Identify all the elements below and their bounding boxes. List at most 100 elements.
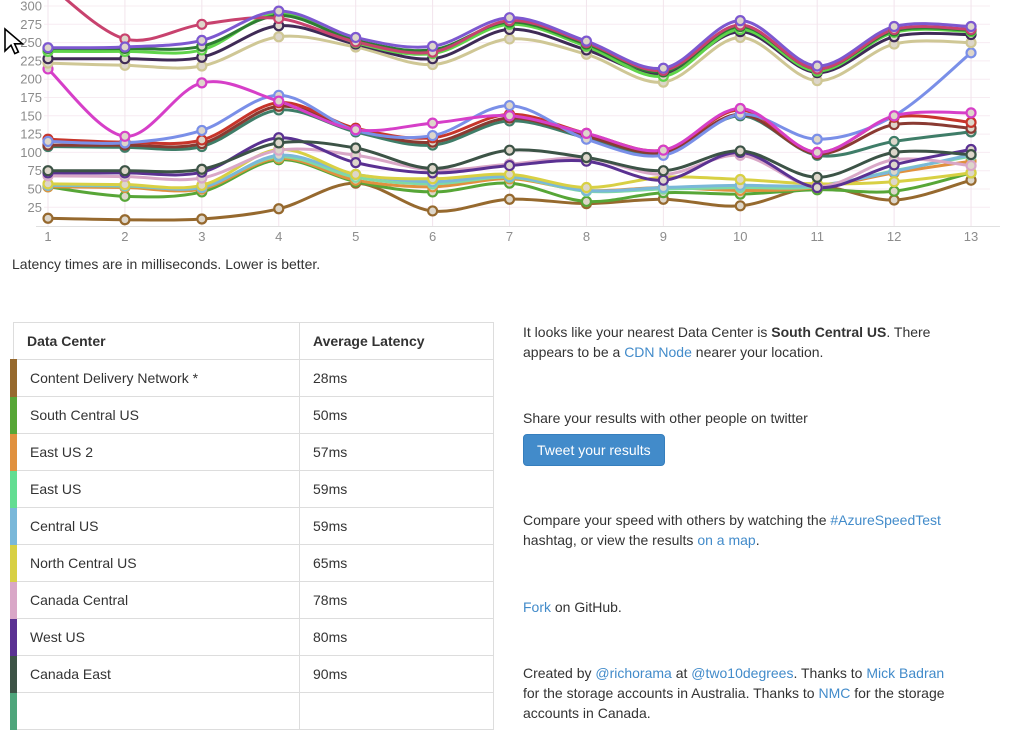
x-axis-tick-label: 7 bbox=[506, 229, 513, 244]
data-point bbox=[351, 144, 360, 153]
y-axis-tick-label: 275 bbox=[20, 17, 42, 32]
table-row: Content Delivery Network *28ms bbox=[14, 360, 494, 397]
nearest-datacenter-text: It looks like your nearest Data Center i… bbox=[523, 322, 953, 362]
button-row: Tweet your results bbox=[523, 434, 953, 466]
data-point bbox=[813, 135, 822, 144]
text-segment: . Thanks to bbox=[793, 665, 866, 681]
data-point bbox=[44, 166, 53, 175]
data-point bbox=[44, 43, 53, 52]
text-segment: . bbox=[756, 532, 760, 548]
mick-badran-link[interactable]: Mick Badran bbox=[866, 665, 944, 681]
x-axis-tick-label: 1 bbox=[44, 229, 51, 244]
data-point bbox=[505, 170, 514, 179]
text-segment: for the storage accounts in Australia. T… bbox=[523, 685, 818, 701]
two10degrees-link[interactable]: @two10degrees bbox=[691, 665, 793, 681]
table-row: Canada East90ms bbox=[14, 656, 494, 693]
fork-link[interactable]: Fork bbox=[523, 599, 551, 615]
cdn-node-link[interactable]: CDN Node bbox=[624, 344, 692, 360]
x-axis-tick-label: 13 bbox=[964, 229, 978, 244]
table-row: East US 257ms bbox=[14, 434, 494, 471]
y-axis-tick-label: 200 bbox=[20, 72, 42, 87]
y-axis-tick-label: 100 bbox=[20, 145, 42, 160]
data-point bbox=[890, 148, 899, 157]
x-axis-tick-label: 2 bbox=[121, 229, 128, 244]
data-point bbox=[967, 48, 976, 57]
data-point bbox=[428, 164, 437, 173]
data-point bbox=[197, 20, 206, 29]
info-column: It looks like your nearest Data Center i… bbox=[523, 322, 953, 723]
data-point bbox=[197, 215, 206, 224]
table-row-partial bbox=[14, 693, 494, 730]
table-row: Canada Central78ms bbox=[14, 582, 494, 619]
data-point bbox=[505, 34, 514, 43]
data-point bbox=[813, 148, 822, 157]
x-axis-tick-label: 12 bbox=[887, 229, 901, 244]
data-point bbox=[197, 165, 206, 174]
data-point bbox=[890, 22, 899, 31]
data-point bbox=[274, 138, 283, 147]
average-latency-value: 90ms bbox=[300, 656, 494, 693]
data-point bbox=[428, 119, 437, 128]
data-point bbox=[736, 16, 745, 25]
x-axis-tick-label: 9 bbox=[660, 229, 667, 244]
datacenter-name: Content Delivery Network * bbox=[14, 360, 300, 397]
data-point bbox=[890, 137, 899, 146]
content-columns: Data CenterAverage Latency Content Deliv… bbox=[0, 322, 1034, 730]
data-point bbox=[351, 125, 360, 134]
data-point bbox=[274, 32, 283, 41]
map-link[interactable]: on a map bbox=[697, 532, 755, 548]
latency-table: Data CenterAverage Latency Content Deliv… bbox=[10, 322, 494, 730]
table-header-row: Data CenterAverage Latency bbox=[14, 323, 494, 360]
data-point bbox=[967, 22, 976, 31]
data-point bbox=[659, 166, 668, 175]
x-axis-tick-label: 4 bbox=[275, 229, 282, 244]
y-axis-tick-label: 250 bbox=[20, 35, 42, 50]
data-point bbox=[736, 104, 745, 113]
y-axis-tick-label: 150 bbox=[20, 108, 42, 123]
x-axis-tick-label: 11 bbox=[810, 229, 824, 244]
average-latency-value: 78ms bbox=[300, 582, 494, 619]
data-point bbox=[351, 170, 360, 179]
data-point bbox=[582, 197, 591, 206]
data-point bbox=[890, 160, 899, 169]
data-point bbox=[197, 78, 206, 87]
data-point bbox=[582, 153, 591, 162]
text-segment: at bbox=[672, 665, 691, 681]
data-point bbox=[890, 177, 899, 186]
text-segment: Created by bbox=[523, 665, 595, 681]
compare-speed-text: Compare your speed with others by watchi… bbox=[523, 510, 953, 550]
richorama-link[interactable]: @richorama bbox=[595, 665, 671, 681]
datacenter-name: East US bbox=[14, 471, 300, 508]
average-latency-value bbox=[300, 693, 494, 730]
data-point bbox=[505, 101, 514, 110]
tweet-results-button[interactable]: Tweet your results bbox=[523, 434, 665, 466]
average-latency-value: 65ms bbox=[300, 545, 494, 582]
table-row: North Central US65ms bbox=[14, 545, 494, 582]
column-header: Average Latency bbox=[300, 323, 494, 360]
text-segment: hashtag, or view the results bbox=[523, 532, 697, 548]
data-point bbox=[813, 62, 822, 71]
data-point bbox=[505, 195, 514, 204]
average-latency-value: 50ms bbox=[300, 397, 494, 434]
data-point bbox=[274, 7, 283, 16]
data-point bbox=[274, 204, 283, 213]
y-axis-tick-label: 50 bbox=[28, 182, 42, 197]
data-point bbox=[428, 131, 437, 140]
datacenter-name: South Central US bbox=[14, 397, 300, 434]
data-point bbox=[120, 215, 129, 224]
data-point bbox=[274, 97, 283, 106]
datacenter-name: East US 2 bbox=[14, 434, 300, 471]
data-point bbox=[120, 192, 129, 201]
nmc-link[interactable]: NMC bbox=[818, 685, 850, 701]
data-point bbox=[197, 62, 206, 71]
azurespeedtest-hashtag-link[interactable]: #AzureSpeedTest bbox=[830, 512, 941, 528]
nearest-datacenter-name: South Central US bbox=[771, 324, 886, 340]
average-latency-value: 59ms bbox=[300, 471, 494, 508]
data-point bbox=[44, 214, 53, 223]
y-axis-tick-label: 225 bbox=[20, 53, 42, 68]
datacenter-name: Central US bbox=[14, 508, 300, 545]
data-point bbox=[890, 187, 899, 196]
data-point bbox=[659, 176, 668, 185]
data-point bbox=[505, 146, 514, 155]
x-axis-tick-label: 10 bbox=[733, 229, 747, 244]
